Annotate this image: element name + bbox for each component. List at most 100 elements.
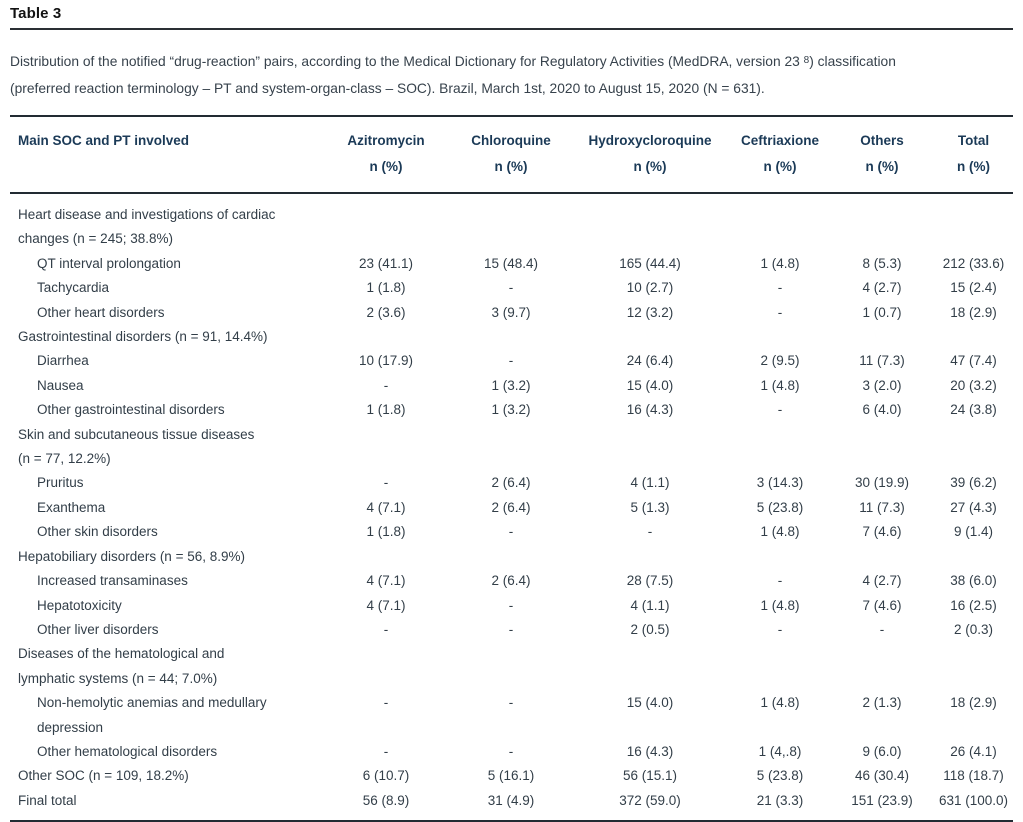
cell-value [830,325,934,349]
cell-value: 2 (0.3) [953,621,994,637]
cell-value: 15 (48.4) [483,255,539,271]
cell-value: 118 (18.7) [943,768,1004,784]
cell-value: - [508,695,514,711]
cell-value [830,545,934,569]
column-header-label: Total [957,133,990,148]
cell-value: 1 (0.7) [862,304,902,320]
table-row: Heart disease and investigations of card… [10,193,1013,252]
cell-value: 1 (1.8) [366,280,406,296]
caption-text-line1-end: ) classification [809,54,896,69]
cell-value [320,325,452,349]
cell-value: 56 (15.1) [622,768,678,784]
soc-section-label: Hepatobiliary disorders (n = 56, 8.9%) [18,548,245,564]
soc-section-label: Diseases of the hematological and lymphat… [18,646,225,686]
preferred-term-label: Hepatotoxicity [37,597,122,613]
preferred-term-label: Nausea [37,377,84,393]
soc-section-label: Gastrointestinal disorders (n = 91, 14.4… [18,329,268,345]
cell-value [320,545,452,569]
cell-value: 7 (4.6) [862,597,902,613]
cell-value: 6 (4.0) [862,402,902,418]
table-row: Skin and subcutaneous tissue diseases (n … [10,423,1013,472]
cell-value [730,423,830,472]
preferred-term-label: Diarrhea [37,353,89,369]
column-header-sublabel: n (%) [633,159,667,174]
cell-value: 9 (1.4) [953,524,994,540]
cell-value: 4 (7.1) [366,597,406,613]
cell-value: - [777,573,783,589]
cell-value: 372 (59.0) [619,792,681,808]
cell-value [730,642,830,691]
cell-value: 20 (3.2) [950,377,997,393]
cell-value [320,193,452,252]
cell-value: 15 (4.0) [626,695,674,711]
preferred-term-label: Other hematological disorders [37,743,218,759]
cell-value: 27 (4.3) [950,499,997,515]
cell-value: 31 (4.9) [487,792,535,808]
table-row: Other skin disorders 1 (1.8) - - 1 (4.8) 7 (4… [10,520,1013,544]
table-row: Exanthema 4 (7.1) 2 (6.4) 5 (1.3) 5 (23.8) 11… [10,496,1013,520]
table-row: QT interval prolongation 23 (41.1) 15 (48.… [10,252,1013,276]
table-row: Increased transaminases 4 (7.1) 2 (6.4) 28 … [10,569,1013,593]
column-header-label: Others [860,133,904,148]
cell-value: 4 (1.1) [630,597,670,613]
cell-value [452,423,570,472]
cell-value: 56 (8.9) [362,792,410,808]
cell-value: 15 (4.0) [626,377,674,393]
soc-section-label: Skin and subcutaneous tissue diseases (n … [18,426,255,467]
column-header-label: Ceftriaxione [740,133,820,148]
cell-value [934,423,1013,472]
column-header-sublabel: n (%) [957,159,990,174]
cell-value: 5 (1.3) [630,499,670,515]
cell-value: - [383,743,389,759]
table-header-row: Main SOC and PT involved Azitromycin n (%)… [10,116,1013,194]
cell-value: 1 (4.8) [760,255,800,271]
column-header-label: Chloroquine [471,133,551,148]
column-header-hydroxycloroquine: Hydroxycloroquine n (%) [570,116,730,194]
cell-value: 2 (9.5) [760,353,800,369]
cell-value [570,193,730,252]
cell-value: 30 (19.9) [854,475,910,491]
column-header-azitromycin: Azitromycin n (%) [320,116,452,194]
cell-value: 12 (3.2) [626,304,674,320]
cell-value: 212 (33.6) [942,255,1005,271]
cell-value: 1 (4.8) [760,597,800,613]
cell-value: 4 (7.1) [366,573,406,589]
cell-value: 2 (6.4) [491,475,531,491]
table-row: Other gastrointestinal disorders 1 (1.8) 1… [10,398,1013,422]
cell-value: 2 (6.4) [491,573,531,589]
cell-value: 9 (6.0) [862,743,902,759]
cell-value: - [777,280,783,296]
cell-value: 2 (3.6) [366,304,406,320]
column-header-sublabel: n (%) [369,159,403,174]
cell-value: - [647,524,653,540]
cell-value: 18 (2.9) [950,695,997,711]
column-header-others: Others n (%) [830,116,934,194]
cell-value: 10 (2.7) [626,280,674,296]
cell-value: 11 (7.3) [859,353,905,369]
column-header-sublabel: n (%) [763,159,797,174]
column-header-total: Total n (%) [934,116,1013,194]
column-header-sublabel: n (%) [865,159,899,174]
table-caption: Distribution of the notified “drug-react… [10,47,1013,102]
cell-value: 16 (2.5) [950,597,997,613]
cell-value: 4 (1.1) [630,475,670,491]
cell-value: 4 (2.7) [862,573,902,589]
cell-value [830,642,934,691]
cell-value: 165 (44.4) [619,255,681,271]
cell-value: 21 (3.3) [756,792,804,808]
cell-value [934,545,1013,569]
cell-value: 23 (41.1) [358,255,414,271]
table-row: Gastrointestinal disorders (n = 91, 14.4… [10,325,1013,349]
caption-text-line1: Distribution of the notified “drug-react… [10,54,804,69]
cell-value: 1 (4.8) [760,377,800,393]
cell-value: - [383,621,389,637]
cell-value: - [508,743,514,759]
cell-value [570,423,730,472]
column-header-label: Main SOC and PT involved [18,133,190,148]
cell-value: 5 (16.1) [487,768,535,784]
cell-value: 38 (6.0) [950,573,997,589]
table-row: Other liver disorders - - 2 (0.5) - - 2 (0.3) [10,618,1013,642]
cell-value: - [777,621,783,637]
cell-value: - [777,304,783,320]
cell-value: 7 (4.6) [862,524,902,540]
